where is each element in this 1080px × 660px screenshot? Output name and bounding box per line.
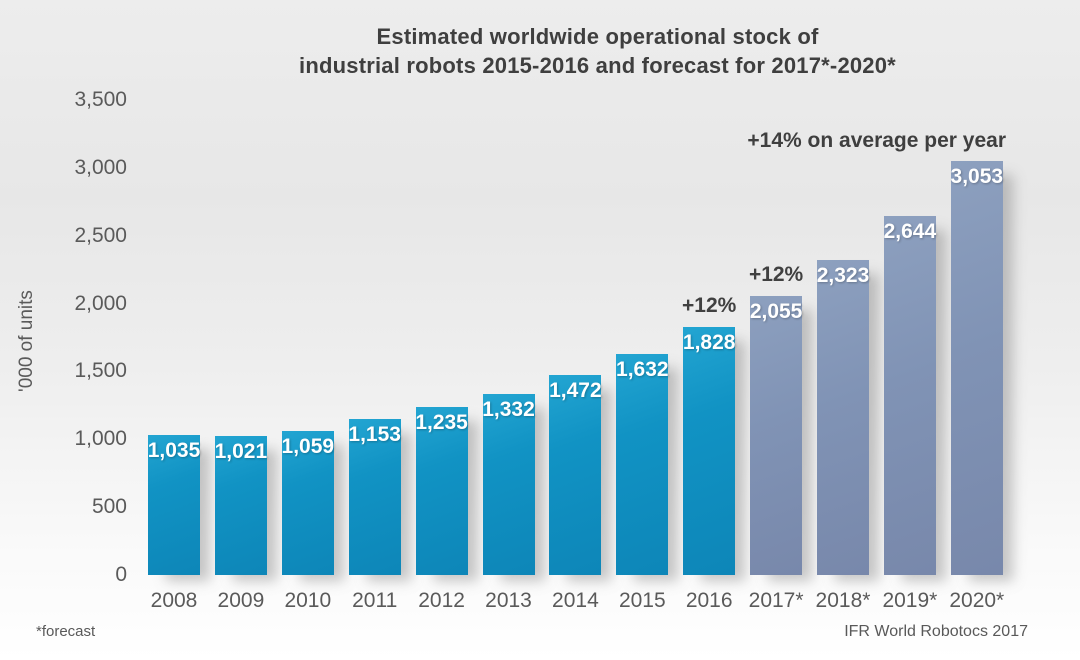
x-tick-label: 2013 xyxy=(485,589,532,612)
y-tick-label: 1,500 xyxy=(74,359,127,383)
x-tick-label: 2015 xyxy=(618,589,666,612)
bar-2018-forecast: 2,323 xyxy=(817,259,869,575)
bar-value-label: 2,644 xyxy=(883,220,937,244)
x-tick-label: 2009 xyxy=(217,589,265,612)
bar-2019-forecast: 2,644 xyxy=(884,216,936,575)
growth-annotation: +12% xyxy=(682,293,737,317)
x-tick-label: 2008 xyxy=(150,589,198,612)
chart-title-line1: Estimated worldwide operational stock of xyxy=(376,24,819,49)
x-tick-label: 2017* xyxy=(748,589,804,612)
x-tick-label: 2018* xyxy=(815,589,871,612)
bar-2016: 1,828 xyxy=(683,326,735,575)
bar-value-label: 1,235 xyxy=(415,411,468,435)
x-tick-label: 2011 xyxy=(352,589,398,612)
bar-value-label: 2,055 xyxy=(749,300,803,324)
bar-value-label: 1,153 xyxy=(348,422,401,446)
chart-title: Estimated worldwide operational stock of… xyxy=(135,22,1060,80)
bar-2009: 1,021 xyxy=(215,436,267,575)
source-credit: IFR World Robotocs 2017 xyxy=(844,623,1028,640)
bar-value-label: 1,332 xyxy=(482,398,535,422)
bar-2020-forecast: 3,053 xyxy=(951,160,1003,575)
y-tick-label: 2,000 xyxy=(74,291,127,315)
bar-2008: 1,035 xyxy=(148,434,200,575)
bar-value-label: 1,632 xyxy=(616,357,669,381)
y-tick-label: 1,000 xyxy=(74,427,127,451)
y-tick-label: 2,500 xyxy=(74,223,127,247)
bar-value-label: 1,035 xyxy=(147,438,201,462)
y-tick-label: 0 xyxy=(115,563,127,586)
average-growth-annotation: +14% on average per year xyxy=(747,129,1006,152)
bar-value-label: 1,828 xyxy=(682,330,736,354)
growth-annotation: +12% xyxy=(748,263,804,287)
y-tick-label: 500 xyxy=(91,495,127,519)
bar-2012: 1,235 xyxy=(415,407,468,575)
bar-2014: 1,472 xyxy=(549,375,602,575)
bar-2017-forecast: 2,055 xyxy=(750,296,802,575)
bar-value-label: 3,053 xyxy=(950,164,1004,188)
y-tick-label: 3,500 xyxy=(74,88,127,111)
bar-value-label: 1,021 xyxy=(214,440,268,464)
x-tick-label: 2012 xyxy=(418,589,465,612)
y-tick-label: 3,000 xyxy=(74,155,127,179)
bar-value-label: 1,059 xyxy=(281,435,335,459)
chart-title-line2: industrial robots 2015-2016 and forecast… xyxy=(299,53,896,78)
bar-2011: 1,153 xyxy=(348,418,401,575)
forecast-footnote: *forecast xyxy=(36,623,96,640)
bar-value-label: 2,323 xyxy=(816,263,870,287)
bar-2010: 1,059 xyxy=(282,431,334,575)
bar-value-label: 1,472 xyxy=(549,379,602,403)
x-tick-label: 2014 xyxy=(552,589,599,612)
x-tick-label: 2016 xyxy=(685,589,733,612)
bar-2015: 1,632 xyxy=(616,353,669,575)
x-tick-label: 2020* xyxy=(949,589,1005,612)
x-tick-label: 2010 xyxy=(284,589,332,612)
x-tick-label: 2019* xyxy=(882,589,938,612)
bar-2013: 1,332 xyxy=(482,394,535,575)
